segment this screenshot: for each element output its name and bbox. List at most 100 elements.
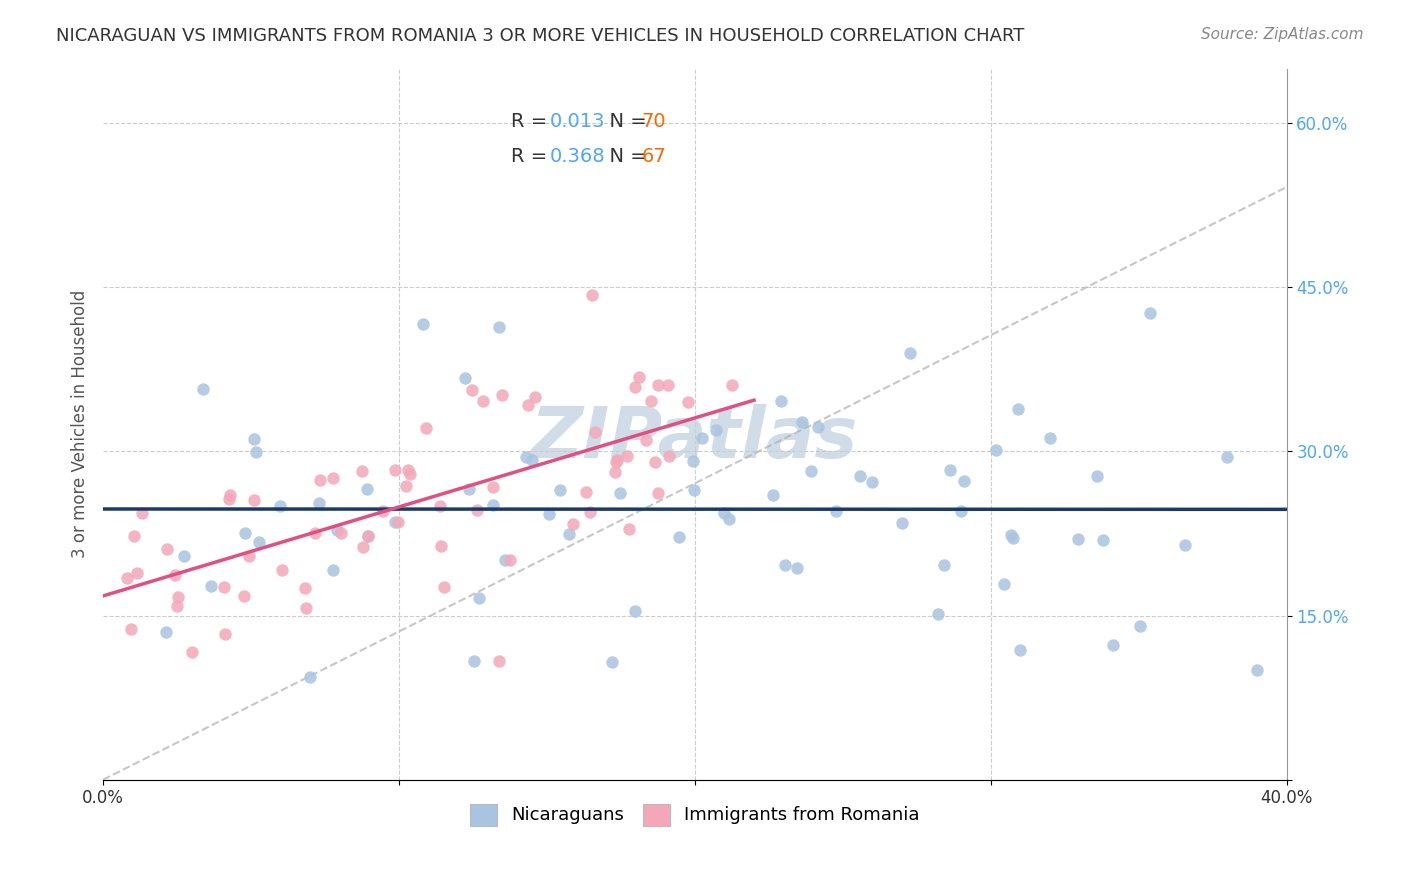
Text: ZIPatlas: ZIPatlas (531, 404, 859, 473)
Point (548, 483, 571, 497)
Point (524, 390, 547, 404)
Point (762, 488, 785, 502)
Point (242, 432, 264, 446)
Point (326, 523, 349, 537)
Point (647, 378, 669, 392)
Point (242, 492, 264, 507)
Point (322, 471, 344, 485)
Point (298, 670, 321, 684)
Point (1139, 306, 1161, 320)
Point (644, 454, 666, 468)
Point (790, 415, 813, 429)
Point (606, 453, 628, 467)
Point (166, 599, 188, 614)
Point (491, 387, 513, 401)
Point (692, 431, 714, 445)
Point (219, 488, 242, 502)
Point (295, 600, 318, 615)
Text: N =: N = (596, 147, 652, 167)
Text: R =: R = (512, 147, 554, 167)
Point (676, 395, 699, 409)
Point (245, 444, 267, 458)
Point (515, 450, 537, 464)
Legend: Nicaraguans, Immigrants from Romania: Nicaraguans, Immigrants from Romania (461, 795, 928, 835)
Point (713, 506, 735, 520)
Point (384, 515, 406, 529)
Text: R =: R = (512, 112, 554, 131)
Point (657, 449, 679, 463)
Point (1246, 663, 1268, 677)
Point (824, 504, 846, 518)
Point (467, 591, 489, 606)
Point (860, 475, 883, 489)
Point (617, 522, 640, 536)
Point (396, 463, 419, 477)
Point (898, 346, 921, 360)
Point (1129, 619, 1152, 633)
Point (371, 504, 394, 518)
Point (488, 654, 510, 668)
Point (1000, 527, 1022, 541)
Text: 0.013: 0.013 (550, 112, 605, 131)
Point (131, 507, 153, 521)
Point (682, 454, 704, 468)
Point (522, 452, 544, 467)
Point (412, 317, 434, 331)
Point (415, 421, 437, 435)
Point (308, 473, 330, 487)
Point (640, 393, 662, 408)
Point (581, 288, 603, 302)
Point (430, 539, 453, 553)
Point (247, 534, 270, 549)
Point (1001, 531, 1024, 545)
Point (932, 558, 955, 573)
Point (304, 525, 326, 540)
Point (167, 591, 190, 605)
Point (488, 320, 510, 334)
Point (624, 603, 647, 617)
Point (718, 512, 741, 526)
Point (516, 398, 538, 412)
Point (463, 654, 485, 668)
Point (800, 464, 823, 478)
Point (214, 627, 236, 641)
Text: Source: ZipAtlas.com: Source: ZipAtlas.com (1201, 27, 1364, 42)
Point (1092, 533, 1115, 547)
Point (200, 579, 222, 593)
Point (616, 450, 638, 464)
Text: N =: N = (596, 112, 652, 131)
Point (984, 442, 1007, 457)
Point (322, 563, 344, 577)
Point (387, 515, 409, 529)
Point (330, 526, 353, 541)
Point (647, 486, 669, 500)
Point (939, 462, 962, 476)
Point (605, 455, 627, 469)
Text: 70: 70 (641, 112, 666, 131)
Point (232, 590, 254, 604)
Point (721, 378, 744, 392)
Point (603, 465, 626, 479)
Point (807, 419, 830, 434)
Point (609, 486, 631, 500)
Point (891, 516, 914, 530)
Point (467, 503, 489, 517)
Point (1174, 538, 1197, 552)
Point (384, 463, 406, 477)
Text: 67: 67 (641, 147, 666, 167)
Point (1085, 469, 1108, 483)
Point (558, 527, 581, 541)
Point (537, 508, 560, 522)
Point (357, 529, 380, 543)
Point (218, 491, 240, 506)
Point (461, 383, 484, 397)
Point (773, 558, 796, 572)
Point (494, 553, 516, 567)
Point (191, 382, 214, 396)
Point (624, 380, 647, 394)
Point (356, 482, 378, 496)
Point (482, 480, 505, 494)
Point (993, 577, 1015, 591)
Point (429, 500, 451, 514)
Point (398, 467, 420, 481)
